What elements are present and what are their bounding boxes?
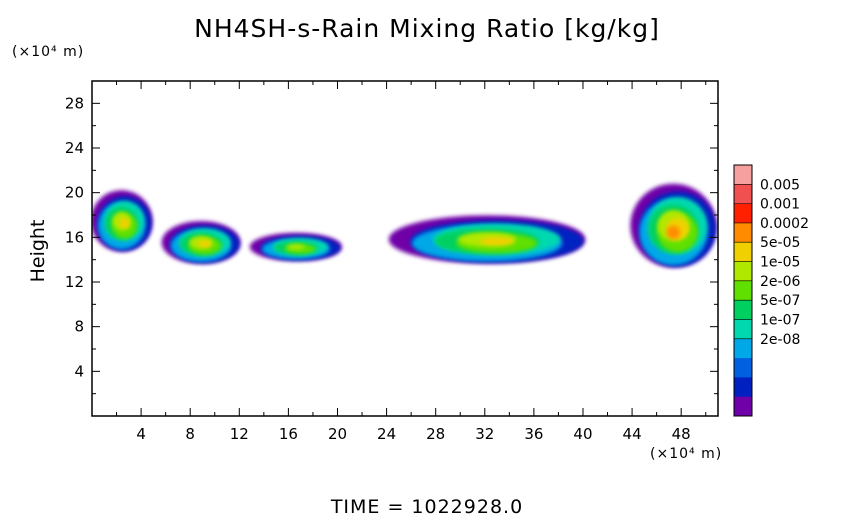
colorbar-label: 1e-05 (760, 255, 800, 271)
x-tick-label: 16 (279, 425, 298, 443)
colorbar-swatch (734, 261, 752, 282)
cloud-region (630, 183, 717, 268)
colorbar-label: 0.005 (760, 177, 800, 193)
colorbar: 0.005 0.001 0.0002 5e-05 1e-05 2e-06 5e-07 1e-0… (733, 164, 809, 417)
colorbar-label: 2e-06 (760, 274, 800, 290)
x-axis-unit: (×10⁴ m) (650, 446, 723, 462)
colorbar-swatch (734, 338, 752, 359)
x-tick-label: 36 (524, 425, 543, 443)
contour-level (119, 217, 130, 229)
contour-level (197, 240, 212, 248)
x-tick-label: 4 (136, 425, 146, 443)
y-axis-unit: (×10⁴ m) (12, 44, 85, 60)
y-tick-label: 4 (74, 362, 84, 380)
colorbar-label: 2e-08 (760, 332, 800, 348)
x-tick-label: 40 (573, 425, 592, 443)
contour-level (666, 225, 681, 239)
colorbar-label: 5e-07 (760, 293, 800, 309)
colorbar-label: 0.001 (760, 197, 800, 213)
x-tick-label: 12 (230, 425, 249, 443)
cloud-region (388, 215, 586, 264)
plot-frame (91, 80, 719, 417)
y-tick-label: 8 (74, 318, 84, 336)
colorbar-swatch (734, 358, 752, 378)
x-tick-label: 44 (623, 425, 642, 443)
cloud-region (249, 232, 342, 261)
x-tick-label: 20 (328, 425, 347, 443)
colorbar-swatch (734, 319, 752, 340)
y-tick-label: 16 (65, 228, 84, 246)
colorbar-swatch (734, 165, 752, 185)
cloud-region (92, 190, 153, 252)
x-tick-label: 8 (185, 425, 195, 443)
x-tick-label: 32 (475, 425, 494, 443)
colorbar-label: 5e-05 (760, 235, 800, 251)
chart-title: NH4SH-s-Rain Mixing Ratio [kg/kg] (194, 14, 660, 43)
y-tick-label: 20 (65, 184, 84, 202)
x-tick-label: 24 (377, 425, 396, 443)
colorbar-frame (733, 164, 753, 417)
y-tick-label: 24 (65, 139, 84, 157)
colorbar-swatch (734, 377, 752, 398)
colorbar-swatch (734, 280, 752, 301)
colorbar-swatch (734, 242, 752, 263)
colorbar-label: 1e-07 (760, 312, 800, 328)
y-tick-label: 12 (65, 273, 84, 291)
contour-level (286, 244, 305, 250)
time-label: TIME = 1022928.0 (330, 496, 524, 518)
x-tick-label: 28 (426, 425, 445, 443)
colorbar-swatch (734, 184, 752, 205)
cloud-region (161, 221, 241, 264)
colorbar-swatch (734, 222, 752, 243)
x-tick-label: 48 (672, 425, 691, 443)
contour-level (479, 237, 515, 246)
plot-regions (92, 183, 717, 268)
colorbar-swatch (734, 203, 752, 224)
colorbar-swatch (734, 396, 752, 417)
y-tick-label: 28 (65, 94, 84, 112)
colorbar-swatch (734, 300, 752, 320)
colorbar-label: 0.0002 (760, 216, 809, 232)
